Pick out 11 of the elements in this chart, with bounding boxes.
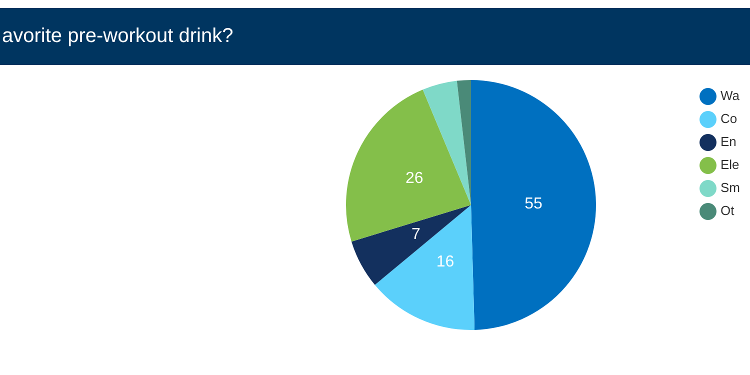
legend-label: Ot — [720, 203, 735, 218]
text: avorite pre-workout drink? — [0, 8, 750, 65]
data-label: 55 — [524, 196, 542, 213]
legend-label: Sm — [720, 180, 740, 196]
data-label: 7 — [412, 226, 421, 244]
data-label: 26 — [406, 170, 424, 187]
data-label: 16 — [436, 253, 454, 270]
legend-label: Ele — [720, 157, 740, 172]
legend-label: Co — [720, 111, 738, 126]
legend-label: En — [720, 134, 736, 150]
legend-label: Wa — [720, 88, 740, 104]
